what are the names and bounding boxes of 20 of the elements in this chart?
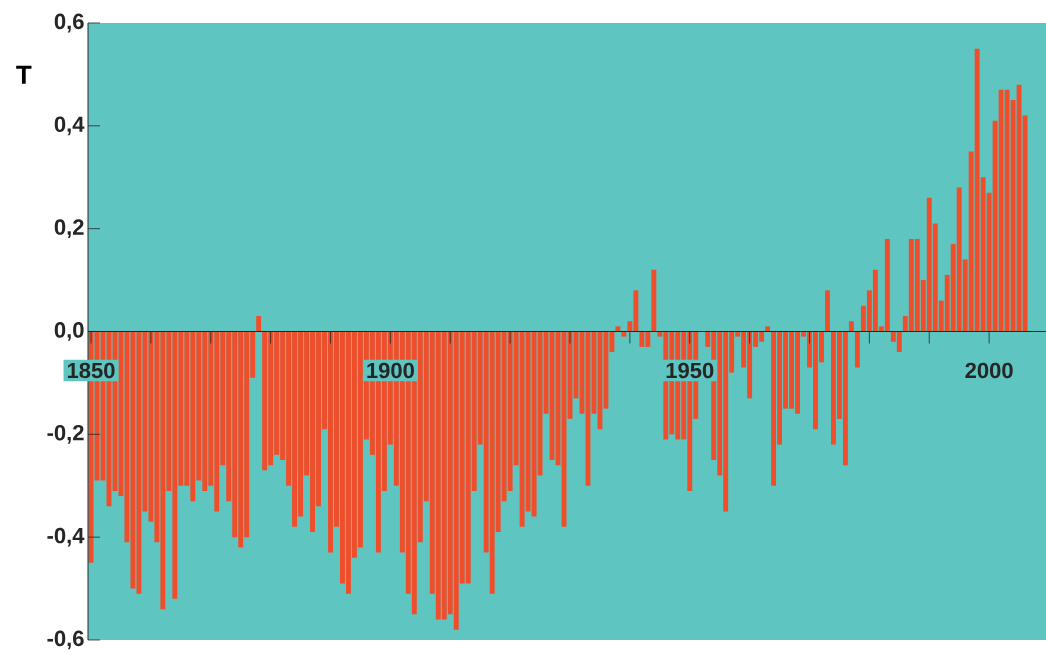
y-tick-label: 0,4 xyxy=(54,116,85,136)
y-tick-label: 0,6 xyxy=(54,13,84,33)
y-tick-label: -0,4 xyxy=(47,527,85,547)
bar xyxy=(848,321,854,332)
bar xyxy=(765,326,771,332)
x-tick-label: 1900 xyxy=(367,362,414,379)
x-tick-label: 1950 xyxy=(666,362,714,379)
bar xyxy=(615,326,621,332)
y-tick-label: -0,6 xyxy=(47,630,84,650)
bar xyxy=(651,269,657,332)
y-tick-label: 0,0 xyxy=(54,322,84,341)
y-axis-title: T xyxy=(16,65,32,84)
bar xyxy=(256,316,262,332)
x-tick-label: 2000 xyxy=(965,362,1013,379)
x-tick-label: 1850 xyxy=(67,362,115,379)
bar xyxy=(825,290,830,332)
y-tick-label: 0,2 xyxy=(54,219,84,239)
bar xyxy=(854,331,860,368)
y-tick-label: -0,2 xyxy=(47,424,84,444)
bar xyxy=(621,331,627,337)
